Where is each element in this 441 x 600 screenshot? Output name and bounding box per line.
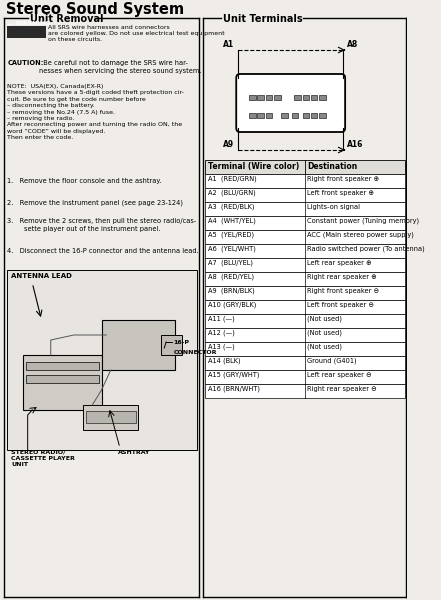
- Bar: [205, 314, 405, 328]
- Bar: [205, 286, 405, 300]
- Bar: [274, 95, 280, 100]
- Text: A8: A8: [347, 40, 358, 49]
- Bar: [205, 342, 405, 356]
- Bar: [266, 95, 272, 100]
- Text: A16 (BRN/WHT): A16 (BRN/WHT): [208, 386, 260, 392]
- Text: A9: A9: [223, 140, 234, 149]
- Text: A2  (BLU/GRN): A2 (BLU/GRN): [208, 190, 255, 196]
- Text: All SRS wire harnesses and connectors
are colored yellow. Do not use electrical : All SRS wire harnesses and connectors ar…: [48, 25, 224, 43]
- Bar: [249, 113, 256, 118]
- Bar: [205, 216, 405, 230]
- Text: CONNECTOR: CONNECTOR: [173, 350, 217, 355]
- Text: A14 (BLK): A14 (BLK): [208, 358, 240, 364]
- Bar: [249, 95, 256, 100]
- Text: ACC (Main stereo power supply): ACC (Main stereo power supply): [307, 232, 414, 238]
- Bar: [281, 113, 288, 118]
- Text: Constant power (Tuning memory): Constant power (Tuning memory): [307, 218, 419, 224]
- Bar: [205, 300, 405, 314]
- Bar: [205, 160, 405, 174]
- Bar: [205, 328, 405, 342]
- Text: A11 (—): A11 (—): [208, 316, 234, 323]
- Text: Ground (G401): Ground (G401): [307, 358, 357, 364]
- Bar: [205, 188, 405, 202]
- Text: A3  (RED/BLK): A3 (RED/BLK): [208, 204, 254, 211]
- FancyBboxPatch shape: [236, 74, 345, 132]
- Text: 2.   Remove the instrument panel (see page 23-124): 2. Remove the instrument panel (see page…: [7, 200, 183, 206]
- Text: Be careful not to damage the SRS wire har-
nesses when servicing the stereo soun: Be careful not to damage the SRS wire ha…: [39, 60, 201, 73]
- Text: 16-P: 16-P: [173, 340, 190, 345]
- Text: A8  (RED/YEL): A8 (RED/YEL): [208, 274, 254, 280]
- Bar: [205, 174, 405, 188]
- Bar: [258, 113, 264, 118]
- Text: Right front speaker ⊖: Right front speaker ⊖: [307, 288, 379, 294]
- Bar: [205, 230, 405, 244]
- Text: Radio switched power (To antenna): Radio switched power (To antenna): [307, 246, 425, 253]
- Bar: [258, 95, 264, 100]
- Text: Right rear speaker ⊕: Right rear speaker ⊕: [307, 274, 377, 280]
- Text: Right front speaker ⊕: Right front speaker ⊕: [307, 176, 379, 182]
- Bar: [303, 95, 309, 100]
- Text: Lights-on signal: Lights-on signal: [307, 204, 360, 210]
- Bar: [319, 95, 326, 100]
- Bar: [311, 113, 318, 118]
- Bar: [7, 270, 197, 450]
- Bar: [101, 320, 176, 370]
- Text: Left front speaker ⊖: Left front speaker ⊖: [307, 302, 374, 308]
- Bar: [205, 384, 405, 398]
- Text: Right rear speaker ⊖: Right rear speaker ⊖: [307, 386, 377, 392]
- Text: Left front speaker ⊕: Left front speaker ⊕: [307, 190, 374, 196]
- Text: A5  (YEL/RED): A5 (YEL/RED): [208, 232, 254, 238]
- Text: A1: A1: [223, 40, 234, 49]
- Bar: [205, 202, 405, 216]
- Bar: [295, 95, 301, 100]
- Text: 3.   Remove the 2 screws, then pull the stereo radio/cas-
        sette player o: 3. Remove the 2 screws, then pull the st…: [7, 218, 197, 232]
- Bar: [86, 411, 136, 423]
- Text: Destination: Destination: [307, 162, 358, 171]
- Bar: [205, 272, 405, 286]
- Text: ⚠ WARNING: ⚠ WARNING: [8, 21, 51, 26]
- Bar: [83, 405, 138, 430]
- Text: A6  (YEL/WHT): A6 (YEL/WHT): [208, 246, 255, 253]
- Bar: [205, 370, 405, 384]
- Bar: [26, 375, 99, 383]
- Text: Unit Terminals: Unit Terminals: [223, 14, 303, 24]
- Text: Stereo Sound System: Stereo Sound System: [6, 2, 183, 17]
- Bar: [205, 244, 405, 258]
- Text: ANTENNA LEAD: ANTENNA LEAD: [11, 273, 72, 279]
- Text: Left rear speaker ⊖: Left rear speaker ⊖: [307, 372, 372, 378]
- Text: A15 (GRY/WHT): A15 (GRY/WHT): [208, 372, 259, 379]
- Text: 1.   Remove the floor console and the ashtray.: 1. Remove the floor console and the asht…: [7, 178, 162, 184]
- Text: (Not used): (Not used): [307, 330, 342, 337]
- Bar: [266, 113, 272, 118]
- Text: A16: A16: [347, 140, 363, 149]
- Text: A10 (GRY/BLK): A10 (GRY/BLK): [208, 302, 256, 308]
- Bar: [205, 258, 405, 272]
- Bar: [319, 113, 326, 118]
- Text: (Not used): (Not used): [307, 344, 342, 350]
- Text: A1  (RED/GRN): A1 (RED/GRN): [208, 176, 256, 182]
- Bar: [23, 355, 101, 410]
- Text: A13 (—): A13 (—): [208, 344, 234, 350]
- Bar: [205, 356, 405, 370]
- Text: CAUTION:: CAUTION:: [7, 60, 44, 66]
- Bar: [292, 113, 298, 118]
- Text: Unit Removal: Unit Removal: [30, 14, 103, 24]
- Text: ASHTRAY: ASHTRAY: [118, 450, 151, 455]
- Text: A12 (—): A12 (—): [208, 330, 235, 337]
- Text: A9  (BRN/BLK): A9 (BRN/BLK): [208, 288, 254, 295]
- Text: 4.   Disconnect the 16-P connector and the antenna lead.: 4. Disconnect the 16-P connector and the…: [7, 248, 199, 254]
- Text: Terminal (Wire color): Terminal (Wire color): [208, 162, 299, 171]
- Bar: [311, 95, 318, 100]
- Text: (Not used): (Not used): [307, 316, 342, 323]
- Bar: [161, 335, 182, 355]
- Text: STEREO RADIO/
CASSETTE PLAYER
UNIT: STEREO RADIO/ CASSETTE PLAYER UNIT: [11, 450, 75, 467]
- Text: Left rear speaker ⊕: Left rear speaker ⊕: [307, 260, 372, 266]
- Bar: [26, 362, 99, 370]
- Text: A4  (WHT/YEL): A4 (WHT/YEL): [208, 218, 255, 224]
- Text: NOTE:  USA(EX), Canada(EX-R)
These versions have a 5-digit coded theft protectio: NOTE: USA(EX), Canada(EX-R) These versio…: [7, 84, 184, 140]
- Text: A7  (BLU/YEL): A7 (BLU/YEL): [208, 260, 253, 266]
- Bar: [303, 113, 309, 118]
- Bar: [7, 26, 46, 38]
